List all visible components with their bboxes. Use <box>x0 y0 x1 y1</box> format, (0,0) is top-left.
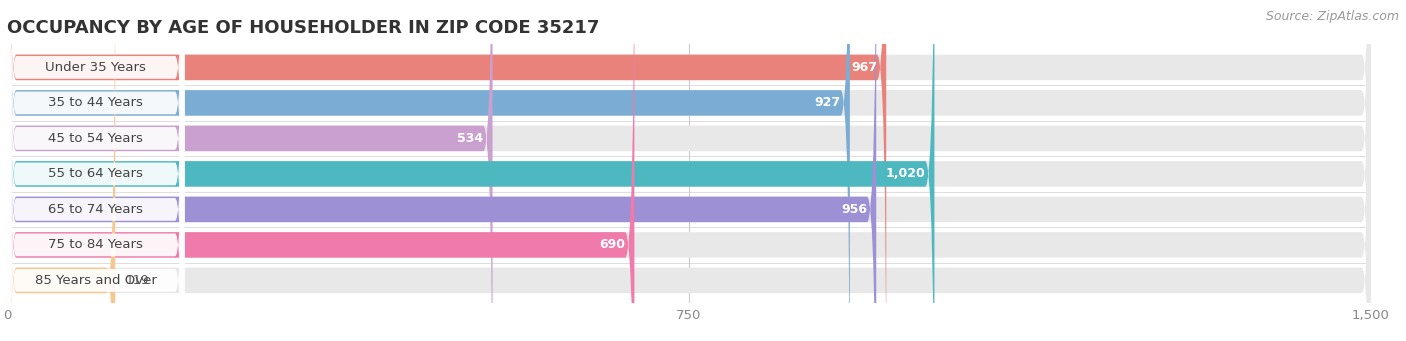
FancyBboxPatch shape <box>7 0 184 341</box>
FancyBboxPatch shape <box>7 0 634 341</box>
FancyBboxPatch shape <box>7 0 849 341</box>
Text: 75 to 84 Years: 75 to 84 Years <box>48 238 143 251</box>
Text: 690: 690 <box>599 238 626 251</box>
FancyBboxPatch shape <box>7 0 184 341</box>
Text: 85 Years and Over: 85 Years and Over <box>35 274 156 287</box>
FancyBboxPatch shape <box>7 0 876 341</box>
FancyBboxPatch shape <box>7 0 1371 341</box>
FancyBboxPatch shape <box>7 0 184 341</box>
FancyBboxPatch shape <box>7 0 184 341</box>
FancyBboxPatch shape <box>7 0 1371 341</box>
FancyBboxPatch shape <box>7 0 1371 341</box>
FancyBboxPatch shape <box>7 0 1371 341</box>
FancyBboxPatch shape <box>7 0 886 341</box>
Text: 65 to 74 Years: 65 to 74 Years <box>48 203 143 216</box>
Text: Under 35 Years: Under 35 Years <box>45 61 146 74</box>
FancyBboxPatch shape <box>7 0 184 341</box>
FancyBboxPatch shape <box>7 0 1371 341</box>
Text: 927: 927 <box>814 97 841 109</box>
Text: 119: 119 <box>127 274 150 287</box>
Text: 967: 967 <box>851 61 877 74</box>
FancyBboxPatch shape <box>7 0 115 341</box>
Text: 35 to 44 Years: 35 to 44 Years <box>48 97 143 109</box>
Text: 55 to 64 Years: 55 to 64 Years <box>48 167 143 180</box>
Text: 45 to 54 Years: 45 to 54 Years <box>48 132 143 145</box>
Text: 956: 956 <box>841 203 868 216</box>
Text: 1,020: 1,020 <box>886 167 925 180</box>
FancyBboxPatch shape <box>7 0 1371 341</box>
Text: 534: 534 <box>457 132 484 145</box>
FancyBboxPatch shape <box>7 0 492 341</box>
FancyBboxPatch shape <box>7 0 184 341</box>
FancyBboxPatch shape <box>7 0 1371 341</box>
Text: Source: ZipAtlas.com: Source: ZipAtlas.com <box>1265 10 1399 23</box>
Text: OCCUPANCY BY AGE OF HOUSEHOLDER IN ZIP CODE 35217: OCCUPANCY BY AGE OF HOUSEHOLDER IN ZIP C… <box>7 19 599 37</box>
FancyBboxPatch shape <box>7 0 184 341</box>
FancyBboxPatch shape <box>7 0 935 341</box>
